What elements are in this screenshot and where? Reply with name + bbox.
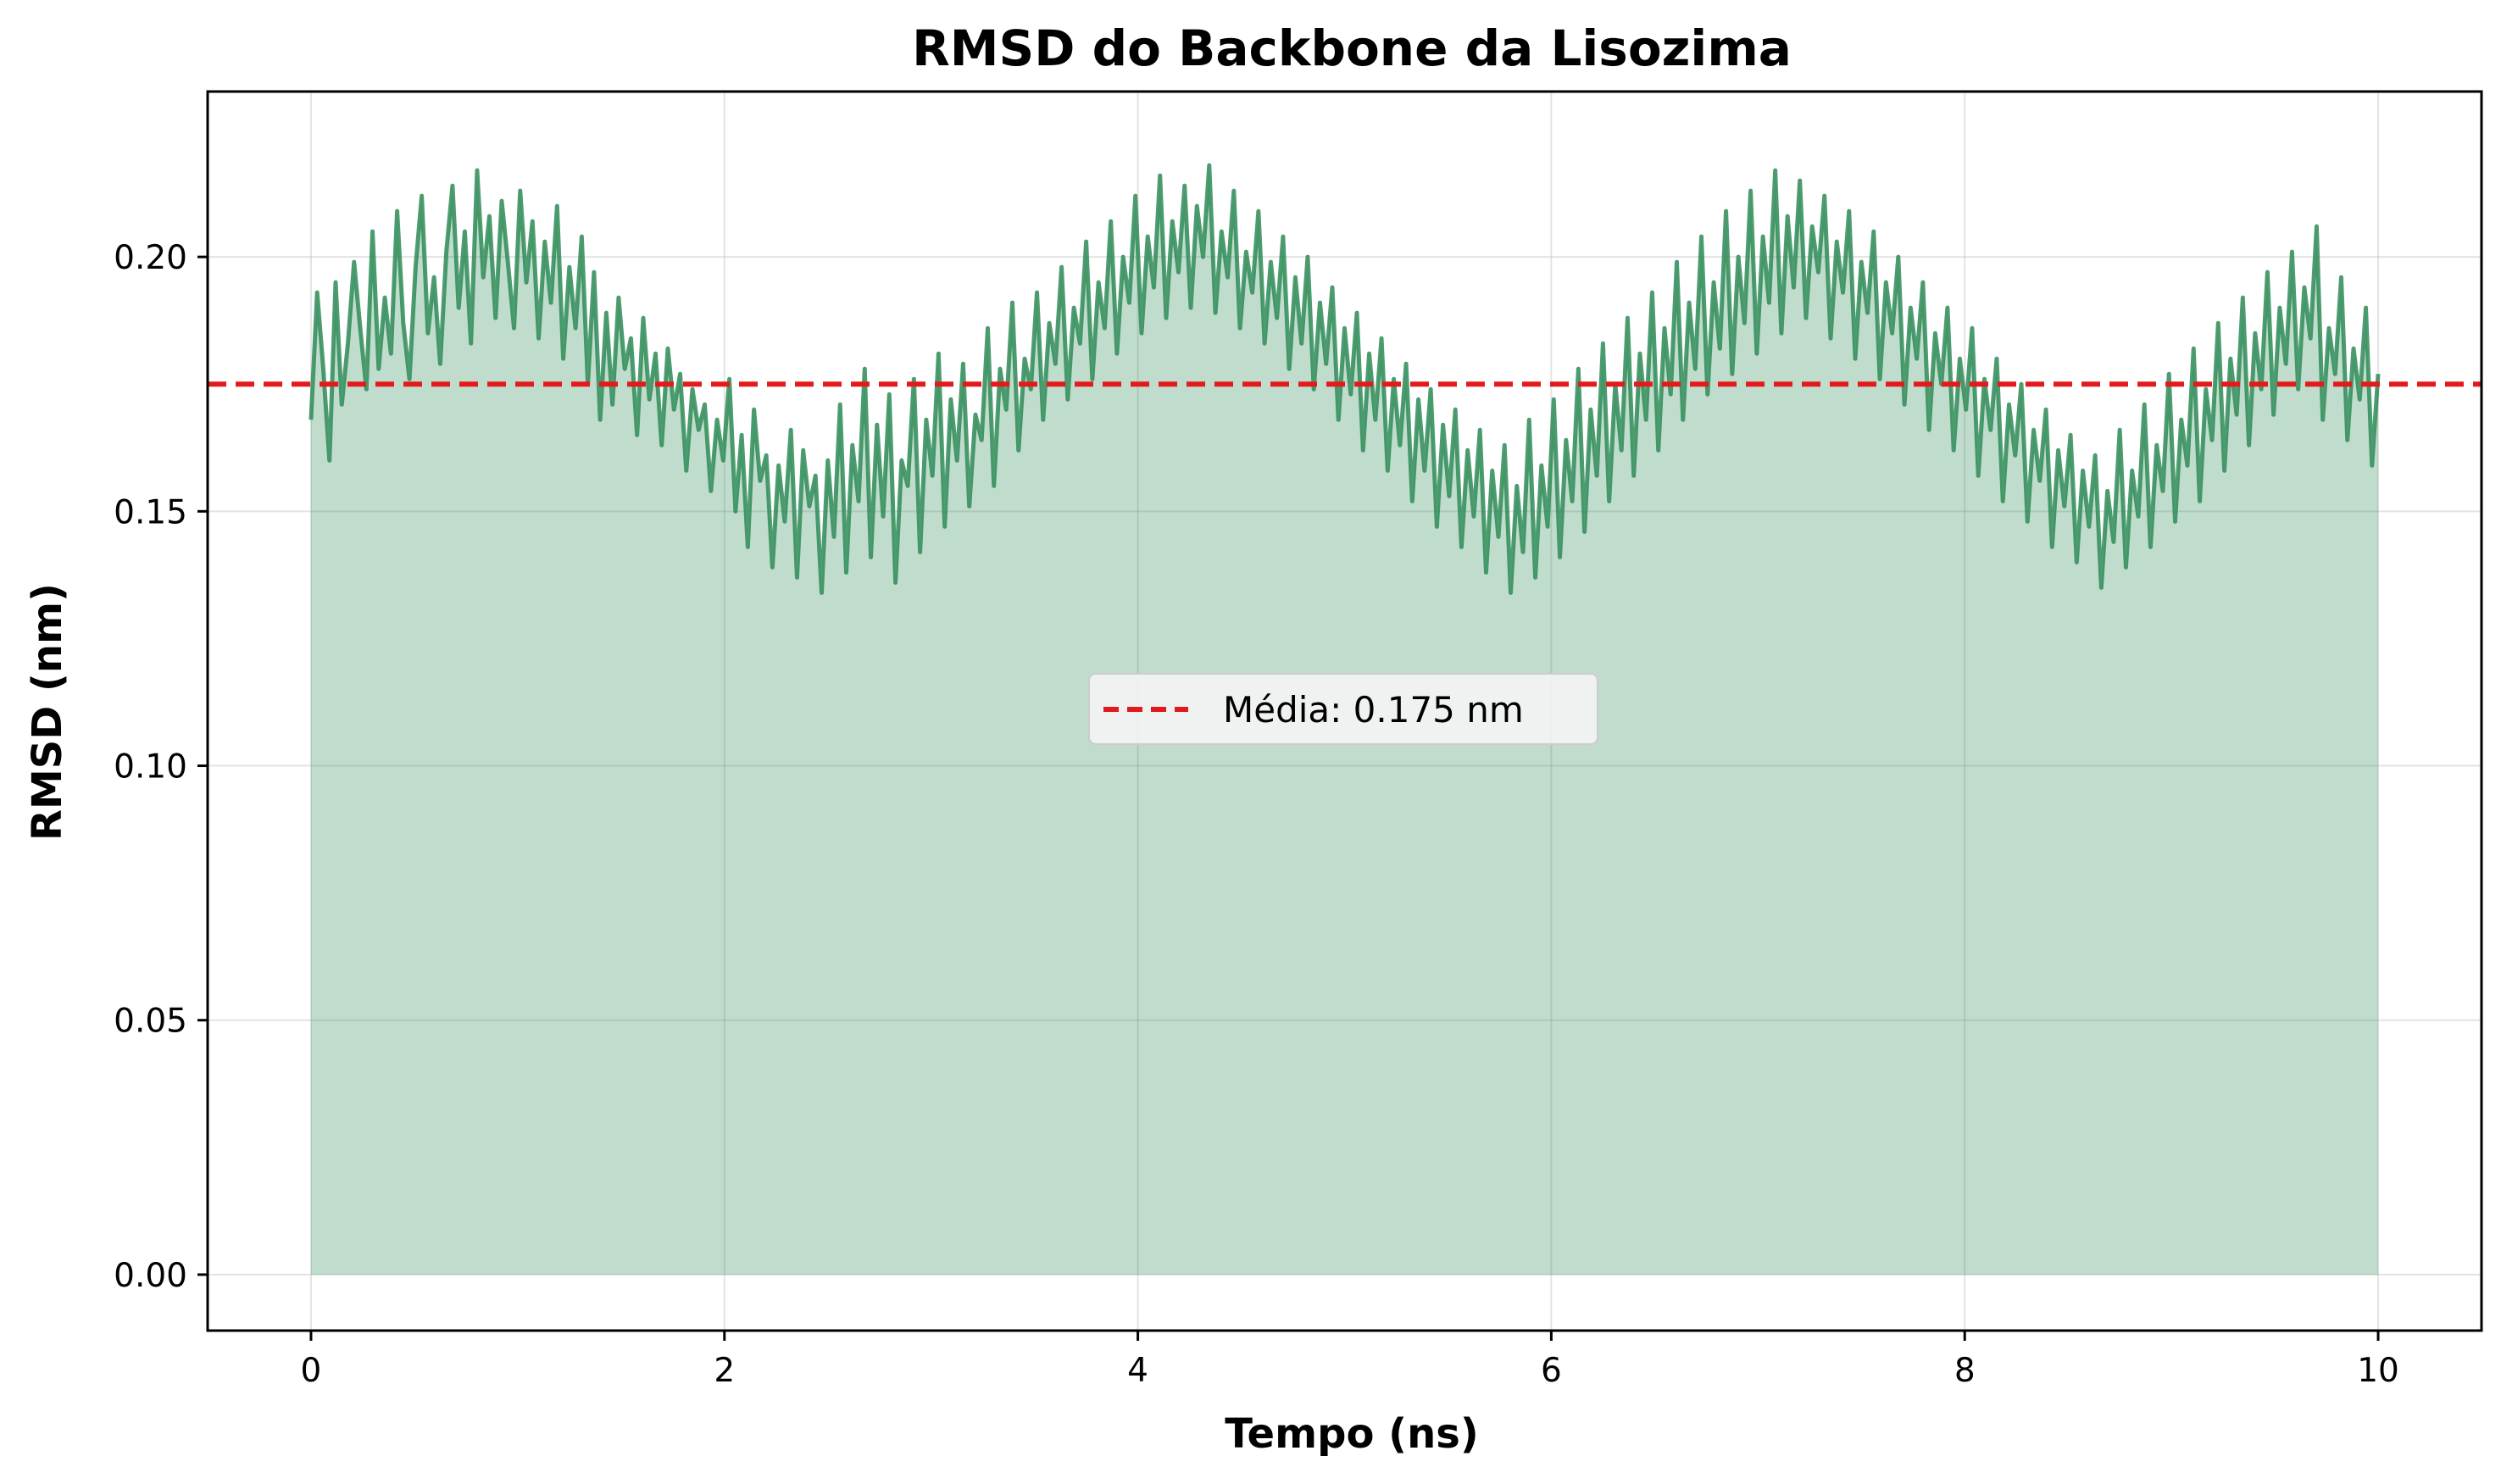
y-axis-ticks: 0.00 0.05 0.10 0.15 0.20: [114, 239, 208, 1295]
x-tick-label: 4: [1127, 1352, 1148, 1390]
x-tick-label: 6: [1541, 1352, 1562, 1390]
plot-frame: [206, 90, 2483, 1332]
y-tick-label: 0.20: [114, 239, 187, 277]
x-axis-ticks: 0 2 4 6 8 10: [301, 1331, 2399, 1390]
y-tick-label: 0.00: [114, 1257, 187, 1295]
x-tick-label: 0: [301, 1352, 322, 1390]
legend: Média: 0.175 nm: [1088, 673, 1598, 745]
legend-mean-label: Média: 0.175 nm: [1223, 689, 1524, 731]
x-axis-label: Tempo (ns): [1225, 1410, 1479, 1458]
x-tick-label: 2: [714, 1352, 735, 1390]
chart-title: RMSD do Backbone da Lisozima: [912, 19, 1792, 77]
x-tick-label: 10: [2357, 1352, 2399, 1390]
rmsd-series-line: [308, 163, 2381, 595]
y-tick-label: 0.05: [114, 1003, 187, 1041]
y-tick-label: 0.15: [114, 493, 187, 531]
y-tick-label: 0.10: [114, 748, 187, 786]
x-tick-label: 8: [1954, 1352, 1976, 1390]
legend-box: [1088, 673, 1598, 745]
y-axis-label: RMSD (nm): [24, 583, 71, 841]
